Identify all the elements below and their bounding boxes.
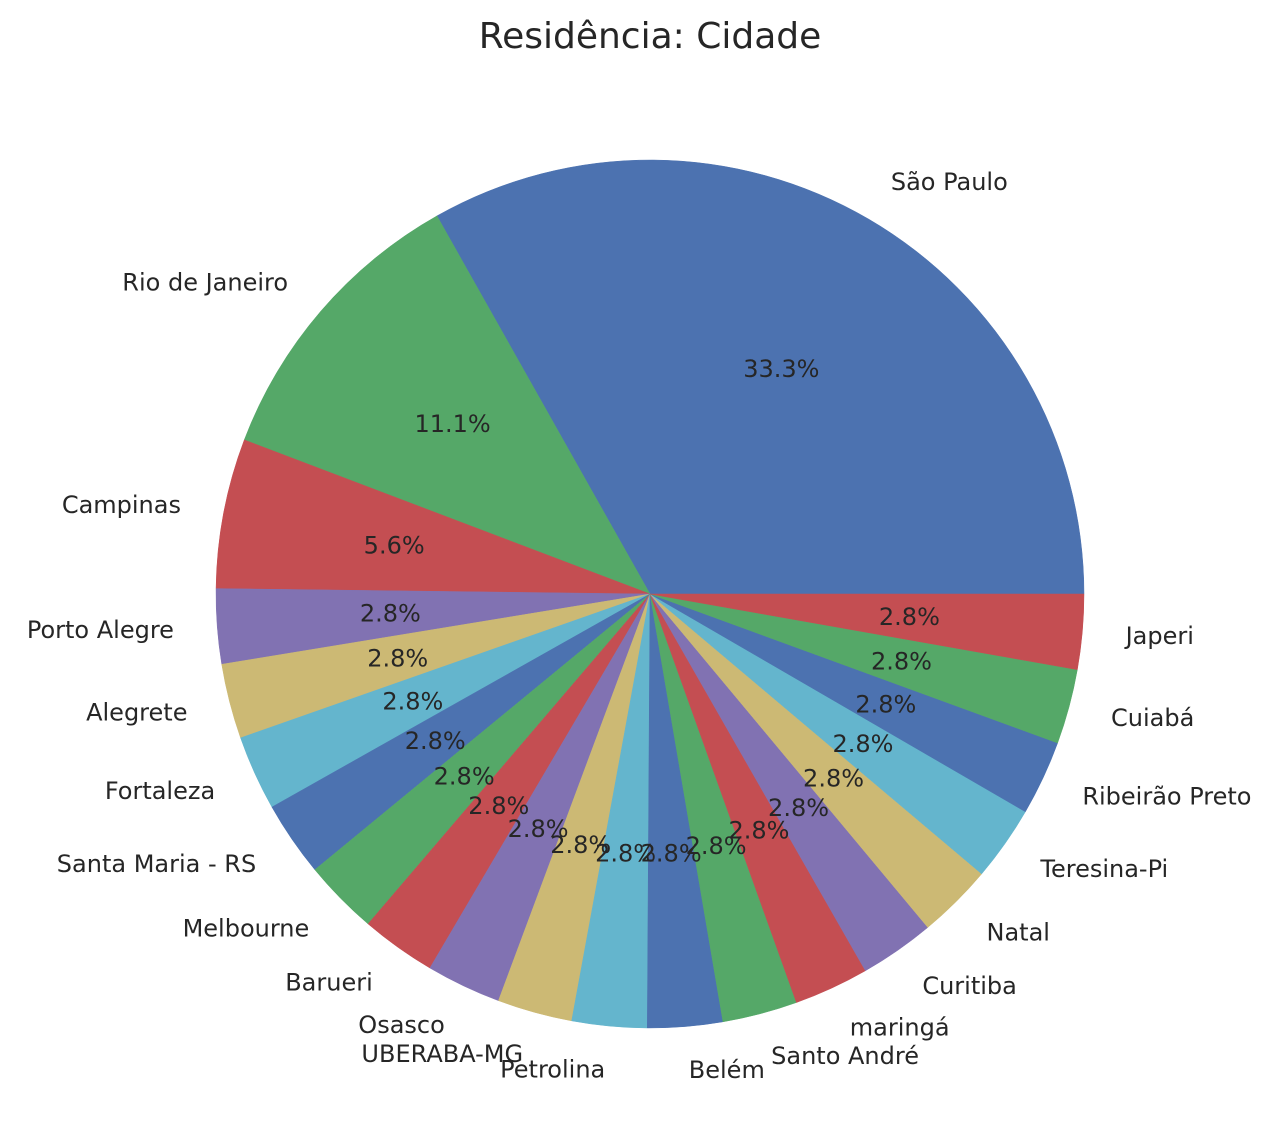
pie-label-campinas: Campinas — [62, 491, 181, 519]
pie-label-porto-alegre: Porto Alegre — [27, 616, 174, 644]
pie-label-petrolina: Petrolina — [500, 1055, 605, 1083]
pie-pct-belem: 2.8% — [641, 840, 702, 868]
pie-label-fortaleza: Fortaleza — [105, 777, 215, 805]
pie-pct-ribeirao-preto: 2.8% — [855, 690, 916, 718]
pie-pct-curitiba: 2.8% — [768, 794, 829, 822]
pie-pct-uberaba-mg: 2.8% — [550, 831, 611, 859]
pie-label-osasco: Osasco — [358, 1011, 444, 1039]
pie-slices — [215, 159, 1085, 1029]
pie-pct-japeri: 2.8% — [879, 603, 940, 631]
pie-slice-japeri — [649, 593, 1085, 670]
pie-label-ribeirao-preto: Ribeirão Preto — [1082, 783, 1251, 811]
pie-label-uberaba-mg: UBERABA-MG — [361, 1040, 523, 1068]
pie-pct-osasco: 2.8% — [508, 815, 569, 843]
pie-pct-melbourne: 2.8% — [434, 762, 495, 790]
pie-pct-santo-andre: 2.8% — [686, 832, 747, 860]
pie-label-natal: Natal — [987, 919, 1050, 947]
pie-label-melbourne: Melbourne — [183, 914, 310, 942]
pie-label-curitiba: Curitiba — [922, 972, 1017, 1000]
pie-label-cuiaba: Cuiabá — [1111, 704, 1194, 732]
pie-pct-barueri: 2.8% — [468, 792, 529, 820]
pie-label-alegrete: Alegrete — [86, 698, 187, 726]
pie-label-santa-maria-rs: Santa Maria - RS — [57, 850, 256, 878]
pie-label-santo-andre: Santo André — [771, 1042, 919, 1070]
chart-title: Residência: Cidade — [479, 16, 822, 57]
pie-label-japeri: Japeri — [1124, 622, 1194, 650]
pie-pct-porto-alegre: 2.8% — [360, 600, 421, 628]
pie-pct-campinas: 5.6% — [364, 531, 425, 559]
pie-slice-sao-paulo — [436, 159, 1085, 595]
pie-pct-sao-paulo: 33.3% — [743, 355, 819, 383]
pie-label-sao-paulo: São Paulo — [891, 168, 1008, 196]
pie-label-teresina-pi: Teresina-Pi — [1039, 855, 1168, 883]
pie-pct-natal: 2.8% — [803, 765, 864, 793]
pie-slice-rio-de-janeiro — [243, 215, 651, 595]
pie-pct-maringa: 2.8% — [728, 816, 789, 844]
pie-pct-rio-de-janeiro: 11.1% — [414, 410, 490, 438]
pie-pct-cuiaba: 2.8% — [871, 648, 932, 676]
pie-pct-alegrete: 2.8% — [367, 645, 428, 673]
pie-pct-teresina-pi: 2.8% — [832, 730, 893, 758]
pie-slice-campinas — [215, 439, 651, 595]
pie-labels: São Paulo 33.3% Rio de Janeiro 11.1% Campina… — [27, 168, 1252, 1084]
pie-label-barueri: Barueri — [285, 969, 373, 997]
pie-label-rio-de-janeiro: Rio de Janeiro — [122, 269, 288, 297]
pie-pct-petrolina: 2.8% — [595, 839, 656, 867]
pie-label-belem: Belém — [689, 1056, 765, 1084]
pie-pct-santa-maria-rs: 2.8% — [405, 727, 466, 755]
pie-pct-fortaleza: 2.8% — [382, 687, 443, 715]
pie-label-maringa: maringá — [850, 1014, 950, 1042]
